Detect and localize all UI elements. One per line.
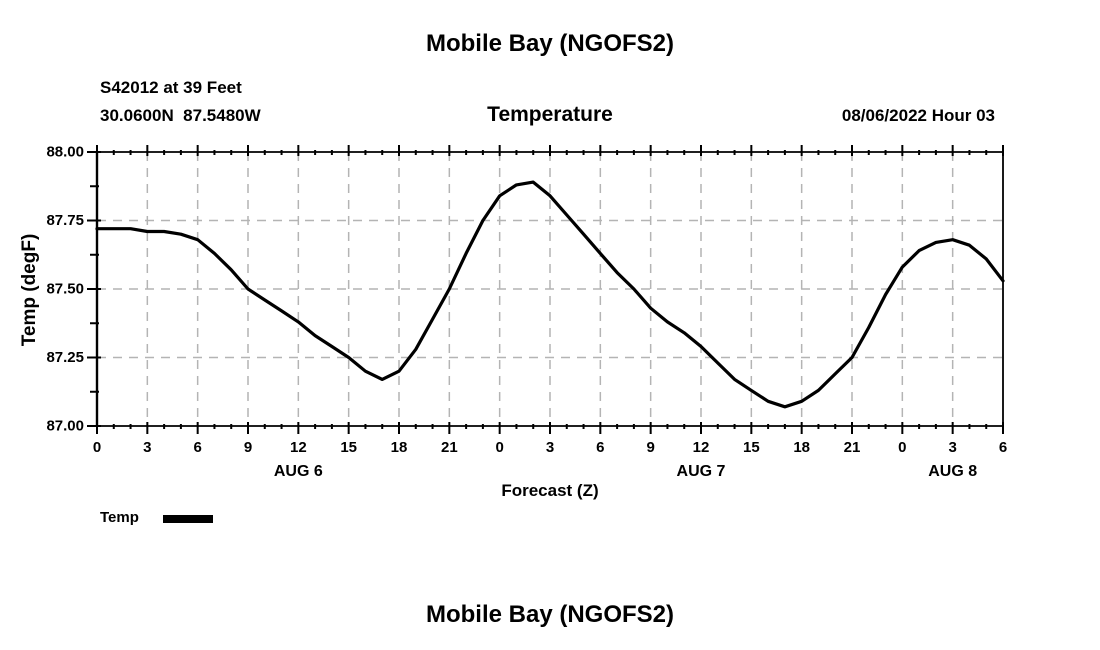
page-title-bottom: Mobile Bay (NGOFS2): [425, 601, 675, 628]
x-tick-label: 21: [441, 439, 458, 456]
temp-line: [95, 180, 1005, 409]
x-tick-label: 18: [391, 439, 408, 456]
x-tick-label: 12: [693, 439, 710, 456]
x-tick-label: 3: [143, 439, 151, 456]
y-tick-label: 87.50: [46, 281, 84, 298]
x-tick-label: 0: [898, 439, 906, 456]
legend-line-swatch: [163, 515, 213, 523]
station-name-label: S42012 at 39 Feet: [100, 78, 242, 97]
x-tick-label: 6: [193, 439, 201, 456]
x-tick-label: 6: [596, 439, 604, 456]
station-coordinates-label: 30.0600N 87.5480W: [100, 106, 261, 125]
day-label: AUG 8: [928, 463, 977, 480]
x-tick-label: 12: [290, 439, 307, 456]
x-tick-label: 3: [948, 439, 956, 456]
x-tick-label: 9: [244, 439, 252, 456]
y-tick-label: 87.00: [46, 418, 84, 435]
day-label: AUG 7: [677, 463, 726, 480]
x-axis-title: Forecast (Z): [501, 481, 599, 500]
day-label: AUG 6: [274, 463, 323, 480]
y-tick-label: 87.25: [46, 349, 84, 366]
x-tick-label: 0: [93, 439, 101, 456]
plot-title: Temperature: [487, 103, 613, 126]
x-tick-label: 15: [743, 439, 760, 456]
y-tick-label: 87.75: [46, 212, 84, 229]
x-tick-label: 9: [646, 439, 654, 456]
x-tick-label: 21: [844, 439, 861, 456]
x-tick-label: 6: [999, 439, 1007, 456]
y-tick-label: 88.00: [46, 144, 84, 161]
page-title-top: Mobile Bay (NGOFS2): [425, 30, 675, 57]
x-tick-label: 15: [340, 439, 357, 456]
x-tick-label: 3: [546, 439, 554, 456]
legend-label: Temp: [100, 509, 139, 526]
datetime-label: 08/06/2022 Hour 03: [841, 106, 995, 125]
x-tick-label: 18: [793, 439, 810, 456]
x-tick-label: 0: [495, 439, 503, 456]
